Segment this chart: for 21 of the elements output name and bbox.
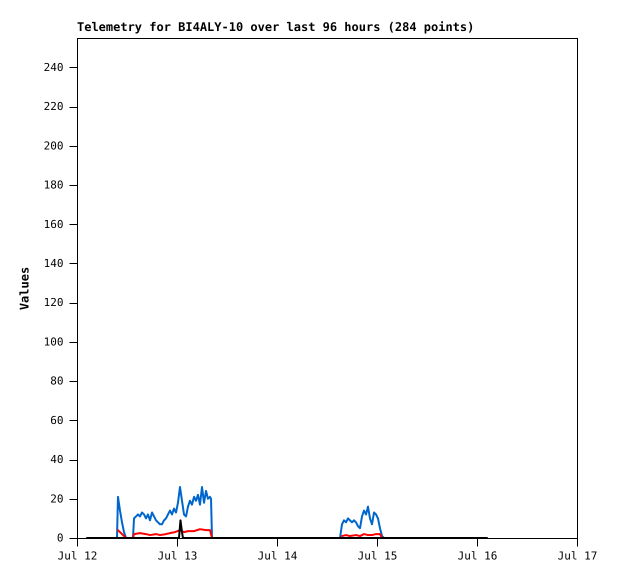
y-tick-label: 180 (44, 178, 64, 192)
y-tick-label: 140 (44, 256, 64, 270)
x-tick-label: Jul 16 (458, 550, 498, 562)
y-tick-label: 60 (50, 414, 64, 427)
y-tick-label: 220 (44, 100, 64, 114)
y-tick-label: 0 (56, 532, 64, 544)
y-tick-label: 40 (50, 453, 64, 466)
x-tick-label: Jul 13 (158, 550, 198, 562)
x-tick-label: Jul 15 (358, 550, 398, 562)
y-tick-label: 160 (44, 218, 64, 231)
y-tick-label: 120 (44, 296, 64, 310)
y-tick-label: 20 (50, 492, 64, 506)
y-tick-label: 80 (50, 374, 64, 388)
x-tick-label: Jul 17 (558, 550, 598, 562)
y-tick-label: 100 (44, 335, 64, 348)
y-tick-label: 200 (44, 139, 64, 152)
y-axis-title: Values (18, 266, 32, 310)
y-tick-label: 240 (44, 60, 64, 74)
x-tick-label: Jul 12 (58, 550, 98, 562)
x-tick-label: Jul 14 (258, 550, 298, 562)
chart-title: Telemetry for BI4ALY-10 over last 96 hours (284 points) (77, 20, 474, 34)
